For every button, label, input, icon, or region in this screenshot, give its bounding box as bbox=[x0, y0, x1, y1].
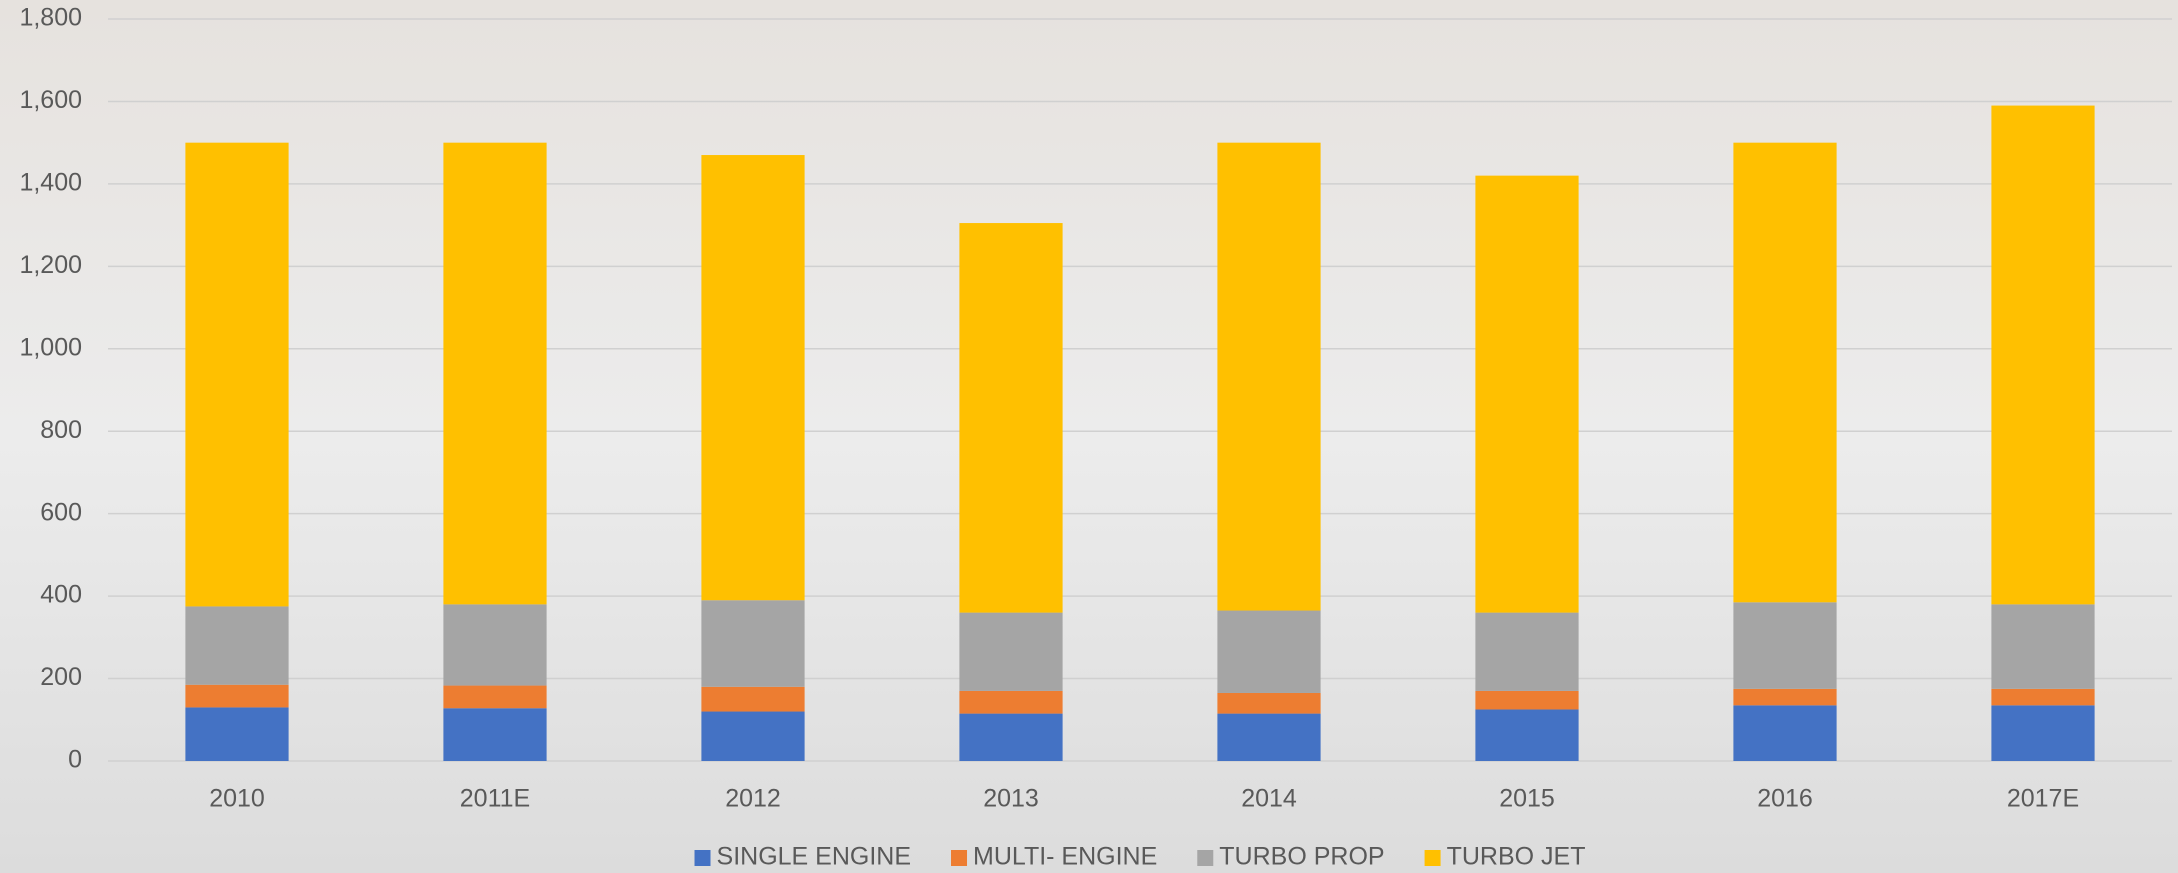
y-tick-label: 600 bbox=[40, 498, 82, 526]
bar-segment bbox=[1217, 692, 1321, 714]
bar-segment bbox=[1991, 604, 2095, 689]
bar-segment bbox=[1991, 705, 2095, 761]
bar-segment bbox=[443, 604, 547, 686]
bar-segment bbox=[185, 707, 289, 761]
y-tick-label: 200 bbox=[40, 663, 82, 691]
legend-swatch bbox=[1424, 850, 1441, 866]
x-tick-label: 2013 bbox=[983, 785, 1039, 813]
bar-segment bbox=[1217, 713, 1321, 761]
legend-label: TURBO JET bbox=[1447, 843, 1586, 871]
legend-swatch bbox=[694, 850, 711, 866]
bar-segment bbox=[185, 606, 289, 685]
bar-segment bbox=[185, 142, 289, 607]
bar-segment bbox=[701, 600, 805, 687]
y-tick-label: 1,800 bbox=[19, 4, 82, 32]
y-tick-label: 0 bbox=[68, 746, 82, 774]
bar-segment bbox=[959, 223, 1063, 613]
bar-segment bbox=[185, 684, 289, 708]
bar-segment bbox=[1991, 105, 2095, 605]
bar-segment bbox=[701, 686, 805, 712]
bar-segment bbox=[443, 685, 547, 709]
x-tick-label: 2016 bbox=[1757, 785, 1813, 813]
x-tick-label: 2014 bbox=[1241, 785, 1297, 813]
bar-segment bbox=[1733, 688, 1837, 706]
bar-segment bbox=[443, 708, 547, 761]
bar-segment bbox=[959, 690, 1063, 714]
bar-segment bbox=[1733, 142, 1837, 603]
bar-segment bbox=[1475, 612, 1579, 691]
bar-segment bbox=[1475, 175, 1579, 613]
bar-segment bbox=[701, 155, 805, 601]
x-tick-label: 2015 bbox=[1499, 785, 1555, 813]
legend-label: MULTI- ENGINE bbox=[973, 843, 1157, 871]
x-tick-label: 2011E bbox=[460, 785, 530, 813]
y-tick-label: 1,200 bbox=[19, 251, 82, 279]
bar-segment bbox=[1217, 142, 1321, 611]
y-tick-label: 800 bbox=[40, 416, 82, 444]
legend-swatch bbox=[951, 850, 968, 866]
legend-label: TURBO PROP bbox=[1219, 843, 1384, 871]
bar-segment bbox=[959, 713, 1063, 761]
y-tick-label: 1,400 bbox=[19, 168, 82, 196]
y-tick-label: 1,000 bbox=[19, 333, 82, 361]
y-tick-label: 400 bbox=[40, 581, 82, 609]
x-tick-label: 2017E bbox=[2007, 785, 2079, 813]
bar-segment bbox=[1733, 602, 1837, 689]
bar-segment bbox=[701, 711, 805, 761]
bar-segment bbox=[1733, 705, 1837, 761]
bar-segment bbox=[1475, 709, 1579, 761]
legend-swatch bbox=[1197, 850, 1214, 866]
x-tick-label: 2010 bbox=[209, 785, 265, 813]
legend-label: SINGLE ENGINE bbox=[717, 843, 912, 871]
bar-segment bbox=[1991, 688, 2095, 706]
bar-segment bbox=[443, 142, 547, 605]
x-tick-label: 2012 bbox=[725, 785, 781, 813]
bar-segment bbox=[1217, 610, 1321, 693]
bar-segment bbox=[959, 612, 1063, 691]
y-tick-label: 1,600 bbox=[19, 86, 82, 114]
bar-segment bbox=[1475, 690, 1579, 710]
